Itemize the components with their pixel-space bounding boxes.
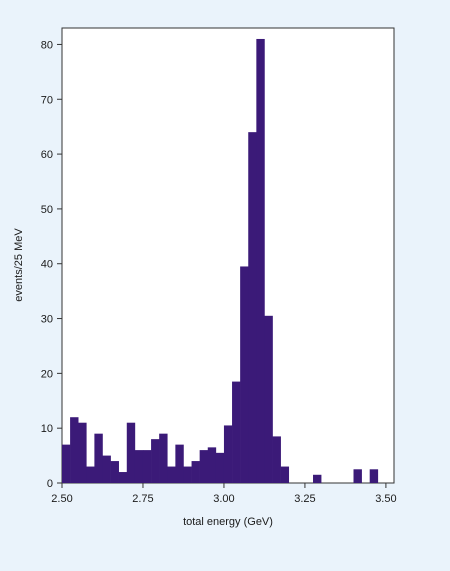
y-axis: 0 10 20 30 40 50 60 70 80	[41, 39, 62, 490]
histogram-bar	[70, 417, 79, 483]
histogram-bar	[86, 466, 95, 483]
histogram-bar	[232, 381, 241, 483]
histogram-bar	[240, 266, 249, 483]
x-tick-label: 3.00	[213, 493, 234, 505]
bars-group	[62, 38, 379, 484]
y-tick-label: 0	[47, 478, 53, 490]
histogram-bar	[215, 452, 225, 483]
histogram-bar	[159, 433, 168, 483]
y-axis-title: events/25 MeV	[13, 228, 25, 302]
x-tick-label: 3.50	[375, 493, 396, 505]
x-axis: 2.50 2.75 3.00 3.25 3.50	[51, 483, 397, 505]
histogram-bar	[118, 472, 128, 483]
histogram-bar	[264, 315, 273, 483]
histogram-bar	[353, 469, 362, 483]
plot-area	[61, 27, 395, 484]
y-tick-label: 70	[41, 94, 53, 106]
histogram-bar	[94, 433, 103, 483]
y-tick-label: 20	[41, 368, 53, 380]
histogram-bar	[151, 439, 160, 483]
histogram-bar	[183, 466, 192, 483]
y-tick-label: 50	[41, 204, 53, 216]
histogram-bar	[134, 450, 144, 483]
histogram-bar	[369, 469, 379, 483]
histogram-bar	[313, 474, 322, 483]
histogram-bar	[207, 447, 217, 483]
histogram-bar	[142, 450, 152, 483]
histogram-bar	[102, 455, 111, 483]
histogram-bar	[62, 444, 71, 483]
histogram-bar	[248, 132, 257, 484]
x-tick-label: 3.25	[294, 493, 315, 505]
y-tick-label: 60	[41, 149, 53, 161]
histogram-bar	[167, 466, 176, 483]
y-tick-label: 30	[41, 314, 53, 326]
x-tick-label: 2.75	[132, 493, 153, 505]
histogram-bar	[110, 461, 119, 483]
histogram-bar	[126, 422, 136, 483]
x-tick-label: 2.50	[51, 493, 72, 505]
y-tick-label: 80	[41, 39, 53, 51]
histogram-bar	[191, 461, 200, 483]
histogram-bar	[78, 422, 87, 483]
y-tick-label: 10	[41, 423, 53, 435]
histogram-bar	[223, 425, 233, 483]
histogram-bar	[175, 444, 184, 483]
histogram-bar	[272, 436, 281, 483]
x-axis-title: total energy (GeV)	[183, 516, 273, 528]
histogram-bar	[199, 450, 209, 483]
histogram-bar	[280, 466, 290, 483]
histogram-bar	[256, 38, 265, 483]
y-tick-label: 40	[41, 259, 53, 271]
